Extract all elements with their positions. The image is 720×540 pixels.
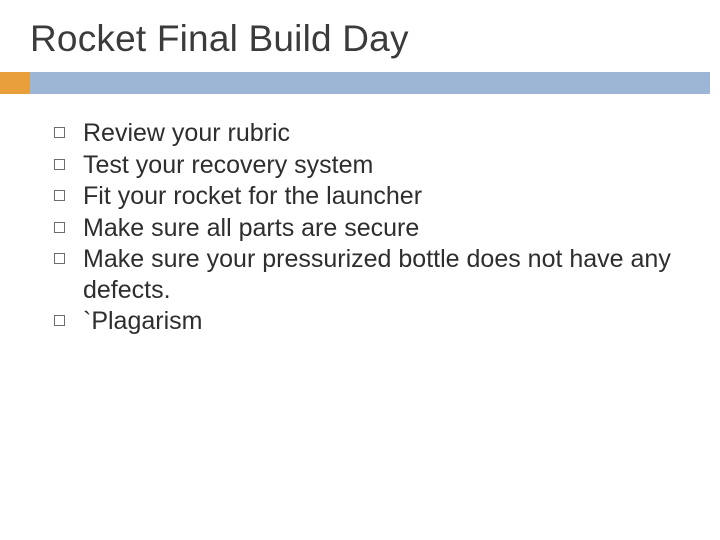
list-item: Make sure all parts are secure (54, 213, 680, 244)
title-divider (0, 72, 720, 94)
bullet-marker-icon (54, 190, 65, 201)
slide-title: Rocket Final Build Day (0, 0, 720, 66)
bullet-marker-icon (54, 127, 65, 138)
list-item: Fit your rocket for the launcher (54, 181, 680, 212)
slide: Rocket Final Build Day Review your rubri… (0, 0, 720, 540)
list-item-text: Make sure your pressurized bottle does n… (83, 244, 680, 305)
list-item-text: Make sure all parts are secure (83, 213, 680, 244)
bullet-list: Review your rubricTest your recovery sys… (54, 118, 680, 337)
content-area: Review your rubricTest your recovery sys… (0, 94, 720, 337)
list-item-text: Review your rubric (83, 118, 680, 149)
list-item: Test your recovery system (54, 150, 680, 181)
bullet-marker-icon (54, 315, 65, 326)
list-item-text: Fit your rocket for the launcher (83, 181, 680, 212)
list-item: Review your rubric (54, 118, 680, 149)
list-item-text: `Plagarism (83, 306, 680, 337)
bullet-marker-icon (54, 222, 65, 233)
divider-accent (0, 72, 30, 94)
list-item: Make sure your pressurized bottle does n… (54, 244, 680, 305)
bullet-marker-icon (54, 159, 65, 170)
list-item-text: Test your recovery system (83, 150, 680, 181)
list-item: `Plagarism (54, 306, 680, 337)
divider-bar (30, 72, 710, 94)
bullet-marker-icon (54, 253, 65, 264)
